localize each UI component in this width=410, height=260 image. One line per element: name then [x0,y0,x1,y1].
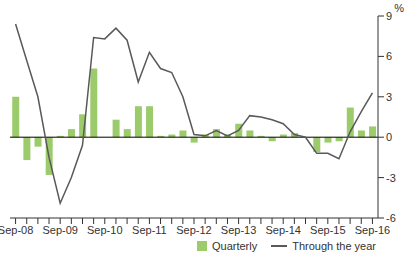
svg-text:Sep-16: Sep-16 [355,224,390,236]
svg-text:Sep-10: Sep-10 [87,224,122,236]
svg-text:-3: -3 [386,172,396,184]
svg-text:Sep-11: Sep-11 [132,224,167,236]
html-text:Quarterly: Quarterly [212,240,258,252]
svg-text:Sep-08: Sep-08 [8,224,33,236]
svg-text:Sep-14: Sep-14 [265,224,300,236]
svg-text:Sep-12: Sep-12 [176,224,211,236]
svg-text:3: 3 [386,91,392,103]
svg-text:-6: -6 [386,212,396,224]
html-text:Through the year: Through the year [292,240,376,252]
svg-text:6: 6 [386,50,392,62]
svg-text:Sep-15: Sep-15 [310,224,345,236]
svg-text:Sep-09: Sep-09 [42,224,77,236]
svg-text:Sep-13: Sep-13 [221,224,256,236]
svg-text:0: 0 [386,131,392,143]
svg-text:9: 9 [386,10,392,22]
